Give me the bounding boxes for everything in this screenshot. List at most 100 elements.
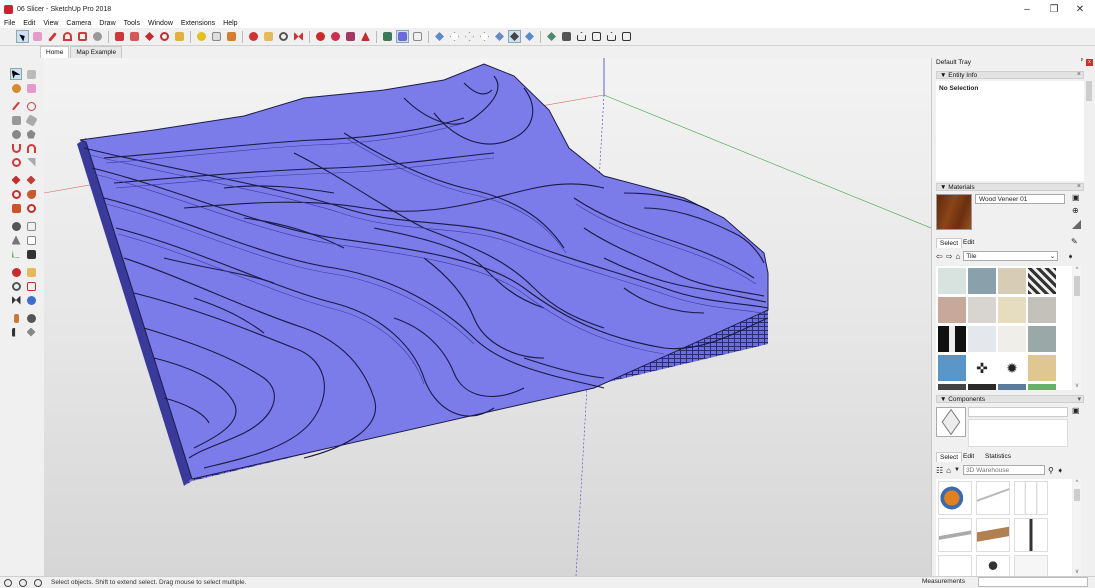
scroll-down-icon[interactable]: v xyxy=(1075,383,1079,389)
home-icon[interactable]: ⌂ xyxy=(955,251,961,261)
tile-swatch[interactable]: ✹ xyxy=(998,355,1026,381)
tile-swatch[interactable] xyxy=(1028,384,1056,390)
tile-swatch[interactable] xyxy=(938,297,966,323)
rotate-tool-icon[interactable] xyxy=(158,30,171,43)
move-tool-icon[interactable] xyxy=(10,174,22,186)
tile-swatch[interactable] xyxy=(998,326,1026,352)
tile-swatch[interactable] xyxy=(938,384,966,390)
tab-map-example[interactable]: Map Example xyxy=(70,46,123,58)
follow-me-tool-icon[interactable] xyxy=(25,188,37,200)
style-icon[interactable] xyxy=(493,30,506,43)
tile-swatch[interactable]: ✜ xyxy=(968,355,996,381)
shape-tool-icon[interactable] xyxy=(76,30,89,43)
menu-extensions[interactable]: Extensions xyxy=(180,19,216,27)
extension-warehouse-icon[interactable] xyxy=(329,30,342,43)
walk-tool-icon[interactable] xyxy=(10,326,22,338)
menu-help[interactable]: Help xyxy=(223,19,238,27)
tile-swatch[interactable] xyxy=(998,384,1026,390)
rotate-tool-icon[interactable] xyxy=(10,188,22,200)
tape-measure-icon[interactable] xyxy=(195,30,208,43)
circle-tool-icon[interactable] xyxy=(91,30,104,43)
arc-tool-icon[interactable] xyxy=(61,30,74,43)
circle-tool-icon[interactable] xyxy=(10,128,22,140)
tile-swatch[interactable] xyxy=(1028,297,1056,323)
tile-swatch[interactable] xyxy=(938,355,966,381)
pie-tool-icon[interactable] xyxy=(25,156,37,168)
section-plane-icon[interactable] xyxy=(25,326,37,338)
scroll-up-icon[interactable]: ^ xyxy=(1075,480,1079,486)
eraser-tool-icon[interactable] xyxy=(25,82,37,94)
tile-swatch[interactable] xyxy=(998,268,1026,294)
home-icon[interactable]: ⌂ xyxy=(946,465,952,475)
dimension-tool-icon[interactable] xyxy=(25,220,37,232)
zoom-window-icon[interactable] xyxy=(25,280,37,292)
tile-swatch[interactable] xyxy=(968,297,996,323)
iso-view-icon[interactable] xyxy=(523,30,536,43)
text-tool-icon[interactable] xyxy=(25,234,37,246)
views-top-icon[interactable] xyxy=(560,30,573,43)
tile-swatch[interactable] xyxy=(1028,268,1056,294)
library-select[interactable]: Tile ⌄ xyxy=(963,251,1059,261)
forward-icon[interactable]: ⇨ xyxy=(945,251,953,261)
axes-tool-icon[interactable] xyxy=(10,248,22,260)
position-camera-icon[interactable] xyxy=(10,312,22,324)
views-iso-icon[interactable] xyxy=(545,30,558,43)
components-tab-edit[interactable]: Edit xyxy=(963,453,975,460)
material-name-field[interactable]: Wood Veneer 01 xyxy=(975,194,1065,204)
tile-swatch[interactable] xyxy=(968,384,996,390)
component-thumb[interactable] xyxy=(938,518,972,552)
zoom-tool-icon[interactable] xyxy=(277,30,290,43)
select-tool-icon[interactable] xyxy=(16,30,29,43)
modeling-viewport[interactable] xyxy=(44,58,931,576)
components-header[interactable]: ▼ Components ▾ xyxy=(936,395,1084,403)
rotated-rectangle-icon[interactable] xyxy=(24,113,38,127)
paint-bucket-icon[interactable] xyxy=(225,30,238,43)
collapse-icon[interactable]: × xyxy=(1076,183,1081,190)
component-details-icon[interactable]: ▣ xyxy=(1072,406,1080,415)
default-material-icon[interactable] xyxy=(1072,220,1081,229)
arc-tool-icon[interactable] xyxy=(10,142,22,154)
components-tab-statistics[interactable]: Statistics xyxy=(985,453,1012,460)
select-tool-icon[interactable] xyxy=(10,68,22,80)
collapse-icon[interactable]: × xyxy=(1076,71,1081,78)
menu-draw[interactable]: Draw xyxy=(99,19,116,27)
pin-icon[interactable]: ᵖ xyxy=(1080,58,1083,64)
shaded-icon[interactable] xyxy=(448,30,461,43)
freehand-tool-icon[interactable] xyxy=(25,100,37,112)
scale-tool-icon[interactable] xyxy=(173,30,186,43)
previous-view-icon[interactable] xyxy=(25,294,37,306)
collapse-icon[interactable]: ▾ xyxy=(1077,396,1081,403)
tile-swatch[interactable] xyxy=(1028,326,1056,352)
scroll-down-icon[interactable]: v xyxy=(1075,569,1079,575)
warehouse-search-input[interactable] xyxy=(962,465,1045,475)
tile-swatch[interactable] xyxy=(1028,355,1056,381)
hidden-line-icon[interactable] xyxy=(433,30,446,43)
protractor-tool-icon[interactable] xyxy=(10,234,22,246)
component-tool-icon[interactable] xyxy=(25,68,37,80)
sample-paint-icon[interactable]: ⊕ xyxy=(1072,206,1079,215)
monochrome-icon[interactable] xyxy=(478,30,491,43)
component-thumb[interactable] xyxy=(938,481,972,515)
zoom-tool-icon[interactable] xyxy=(10,280,22,292)
component-thumb[interactable] xyxy=(976,518,1010,552)
entity-info-header[interactable]: ▼ Entity Info × xyxy=(936,71,1084,79)
rectangle-tool-icon[interactable] xyxy=(10,114,22,126)
push-pull-tool-icon[interactable] xyxy=(113,30,126,43)
menu-file[interactable]: File xyxy=(4,19,16,27)
paint-bucket-icon[interactable] xyxy=(10,82,22,94)
share-model-icon[interactable] xyxy=(344,30,357,43)
materials-tab-edit[interactable]: Edit xyxy=(963,239,975,246)
line-tool-icon[interactable] xyxy=(10,100,22,112)
tile-swatch[interactable] xyxy=(938,326,966,352)
pan-tool-icon[interactable] xyxy=(262,30,275,43)
views-right-icon[interactable] xyxy=(590,30,603,43)
search-icon[interactable]: ⚲ xyxy=(1047,465,1054,475)
two-point-arc-icon[interactable] xyxy=(25,142,37,154)
push-pull-tool-icon[interactable] xyxy=(25,174,37,186)
menu-view[interactable]: View xyxy=(43,19,59,27)
materials-header[interactable]: ▼ Materials × xyxy=(936,183,1084,191)
menu-window[interactable]: Window xyxy=(147,19,173,27)
views-left-icon[interactable] xyxy=(620,30,633,43)
eraser-tool-icon[interactable] xyxy=(31,30,44,43)
view-options-icon[interactable]: ☷ xyxy=(936,465,944,475)
